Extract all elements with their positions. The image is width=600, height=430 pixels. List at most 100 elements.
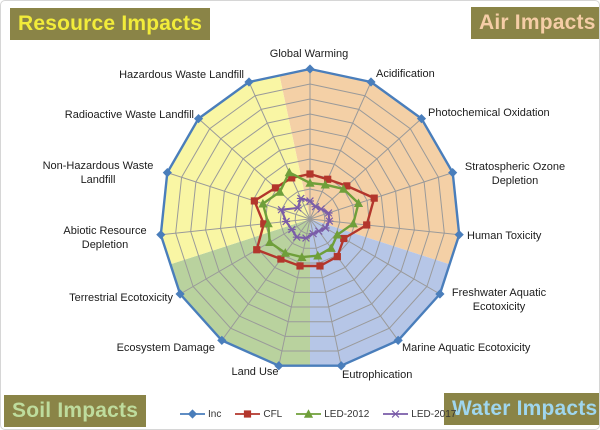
- legend-marker-inc: [187, 409, 198, 419]
- series-marker-led-2012-global-warming: [305, 178, 315, 187]
- series-marker-inc-marine-aquatic-ecotoxicity: [393, 335, 403, 345]
- series-marker-led-2017-hazardous-waste-landfill: [296, 194, 305, 203]
- chart-legend: Inc CFL LED-2012 LED-2017: [179, 405, 456, 423]
- series-marker-inc-non-hazardous-waste-landfill: [162, 168, 172, 178]
- series-marker-inc-abiotic-resource-depletion: [156, 230, 166, 240]
- series-marker-led-2017-radioactive-waste-landfill: [293, 204, 302, 212]
- series-marker-cfl-ecosystem-damage: [277, 255, 285, 263]
- series-marker-led-2012-ecosystem-damage: [280, 248, 290, 257]
- series-marker-led-2012-eutrophication: [313, 250, 323, 260]
- series-marker-inc-global-warming: [305, 64, 315, 74]
- series-marker-led-2017-abiotic-resource-depletion: [282, 217, 291, 226]
- series-marker-inc-eutrophication: [336, 361, 346, 371]
- series-line-inc: [159, 67, 461, 367]
- grid-ring-6: [219, 128, 401, 308]
- sector-water-impacts: [310, 219, 450, 366]
- series-marker-inc-acidification: [366, 77, 376, 87]
- legend-item-led-2017: LED-2017: [382, 408, 456, 420]
- series-marker-led-2017-human-toxicity: [325, 217, 334, 225]
- series-marker-inc-land-use: [274, 361, 284, 371]
- series-marker-inc-radioactive-waste-landfill: [193, 114, 204, 124]
- grid-ring-9: [175, 83, 445, 352]
- legend-label: CFL: [263, 408, 283, 420]
- axis-spoke-freshwater-aquatic-ecotoxicity: [309, 218, 441, 295]
- series-marker-led-2012-marine-aquatic-ecotoxicity: [326, 243, 336, 252]
- axis-label-abiotic-resource-depletion: Abiotic Resource Depletion: [63, 225, 146, 251]
- series-marker-led-2012-acidification: [320, 179, 330, 189]
- series-marker-cfl-hazardous-waste-landfill: [288, 174, 296, 182]
- series-marker-led-2017-land-use: [301, 234, 310, 242]
- axis-label-radioactive-waste-landfill: Radioactive Waste Landfill: [65, 109, 194, 121]
- series-marker-led-2012-radioactive-waste-landfill: [275, 187, 285, 196]
- series-line-cfl: [253, 172, 376, 268]
- series-marker-led-2017-photochemical-oxidation: [317, 205, 326, 213]
- legend-label: LED-2017: [411, 408, 457, 420]
- badge-resource-impacts: Resource Impacts: [10, 8, 211, 40]
- legend-marker-cfl: [244, 410, 252, 418]
- legend-label: LED-2012: [324, 408, 370, 420]
- axis-label-terrestrial-ecotoxicity: Terrestrial Ecotoxicity: [69, 292, 173, 304]
- series-marker-inc-ecosystem-damage: [217, 335, 227, 345]
- series-marker-led-2012-stratospheric-ozone-depletion: [353, 198, 364, 208]
- legend-label: Inc: [208, 408, 222, 420]
- grid-ring-4: [249, 158, 371, 279]
- series-marker-cfl-radioactive-waste-landfill: [271, 184, 280, 192]
- series-marker-inc-freshwater-aquatic-ecotoxicity: [435, 289, 445, 299]
- series-marker-led-2017-freshwater-aquatic-ecotoxicity: [321, 224, 330, 232]
- series-marker-cfl-global-warming: [306, 170, 314, 178]
- axis-label-acidification: Acidification: [376, 68, 435, 80]
- xstar-marker-icon: [383, 410, 409, 418]
- grid-ring-8: [190, 98, 430, 337]
- axis-label-marine-aquatic-ecotoxicity: Marine Aquatic Ecotoxicity: [402, 342, 531, 354]
- axis-label-photochemical-oxidation: Photochemical Oxidation: [428, 107, 550, 119]
- axis-label-hazardous-waste-landfill: Hazardous Waste Landfill: [119, 69, 244, 81]
- series-marker-cfl-eutrophication: [316, 262, 324, 270]
- series-marker-inc-terrestrial-ecotoxicity: [175, 289, 185, 299]
- series-line-led-2012: [261, 171, 360, 259]
- series-marker-led-2012-land-use: [297, 252, 307, 261]
- square-marker-icon: [235, 410, 261, 418]
- axis-label-freshwater-aquatic-ecotoxicity: Freshwater Aquatic Ecotoxicity: [452, 287, 547, 313]
- series-marker-led-2017-terrestrial-ecotoxicity: [287, 225, 296, 234]
- series-marker-inc-hazardous-waste-landfill: [244, 77, 254, 87]
- axis-spoke-acidification: [309, 81, 372, 220]
- series-marker-led-2012-non-hazardous-waste-landfill: [258, 198, 268, 208]
- axis-spoke-terrestrial-ecotoxicity: [179, 218, 311, 295]
- series-marker-cfl-human-toxicity: [363, 221, 371, 229]
- series-marker-led-2017-ecosystem-damage: [292, 233, 301, 242]
- axis-spoke-hazardous-waste-landfill: [248, 81, 311, 220]
- triangle-marker-icon: [296, 409, 322, 418]
- axis-spoke-eutrophication: [309, 218, 342, 366]
- series-marker-cfl-acidification: [324, 175, 332, 183]
- series-marker-cfl-abiotic-resource-depletion: [260, 220, 268, 228]
- axis-label-eutrophication: Eutrophication: [342, 369, 412, 381]
- series-marker-cfl-stratospheric-ozone-depletion: [370, 194, 378, 202]
- series-line-led-2017: [280, 197, 331, 240]
- diamond-marker-icon: [180, 409, 205, 419]
- axis-spoke-land-use: [278, 218, 311, 366]
- axis-spoke-human-toxicity: [309, 218, 460, 236]
- series-marker-cfl-terrestrial-ecotoxicity: [253, 246, 261, 254]
- series-marker-led-2012-abiotic-resource-depletion: [263, 218, 273, 228]
- legend-marker-led-2017: [391, 410, 400, 418]
- series-marker-cfl-land-use: [296, 262, 304, 270]
- badge-soil-impacts: Soil Impacts: [4, 395, 147, 427]
- axis-spoke-stratospheric-ozone-depletion: [309, 172, 453, 220]
- axis-spoke-radioactive-waste-landfill: [198, 118, 311, 220]
- badge-water-impacts: Water Impacts: [444, 393, 599, 425]
- legend-item-cfl: CFL: [234, 408, 282, 420]
- axis-spoke-marine-aquatic-ecotoxicity: [309, 218, 399, 341]
- axis-label-global-warming: Global Warming: [270, 48, 348, 60]
- axis-label-ecosystem-damage: Ecosystem Damage: [117, 342, 215, 354]
- axis-label-human-toxicity: Human Toxicity: [467, 230, 542, 242]
- grid-ring-7: [205, 113, 415, 323]
- series-marker-led-2017-eutrophication: [309, 229, 318, 238]
- series-marker-cfl-freshwater-aquatic-ecotoxicity: [340, 234, 348, 243]
- axis-spoke-non-hazardous-waste-landfill: [167, 172, 311, 220]
- series-marker-led-2017-non-hazardous-waste-landfill: [277, 205, 286, 214]
- series-marker-led-2012-hazardous-waste-landfill: [284, 167, 294, 177]
- legend-marker-led-2012: [304, 409, 314, 418]
- legend-item-inc: Inc: [179, 408, 221, 420]
